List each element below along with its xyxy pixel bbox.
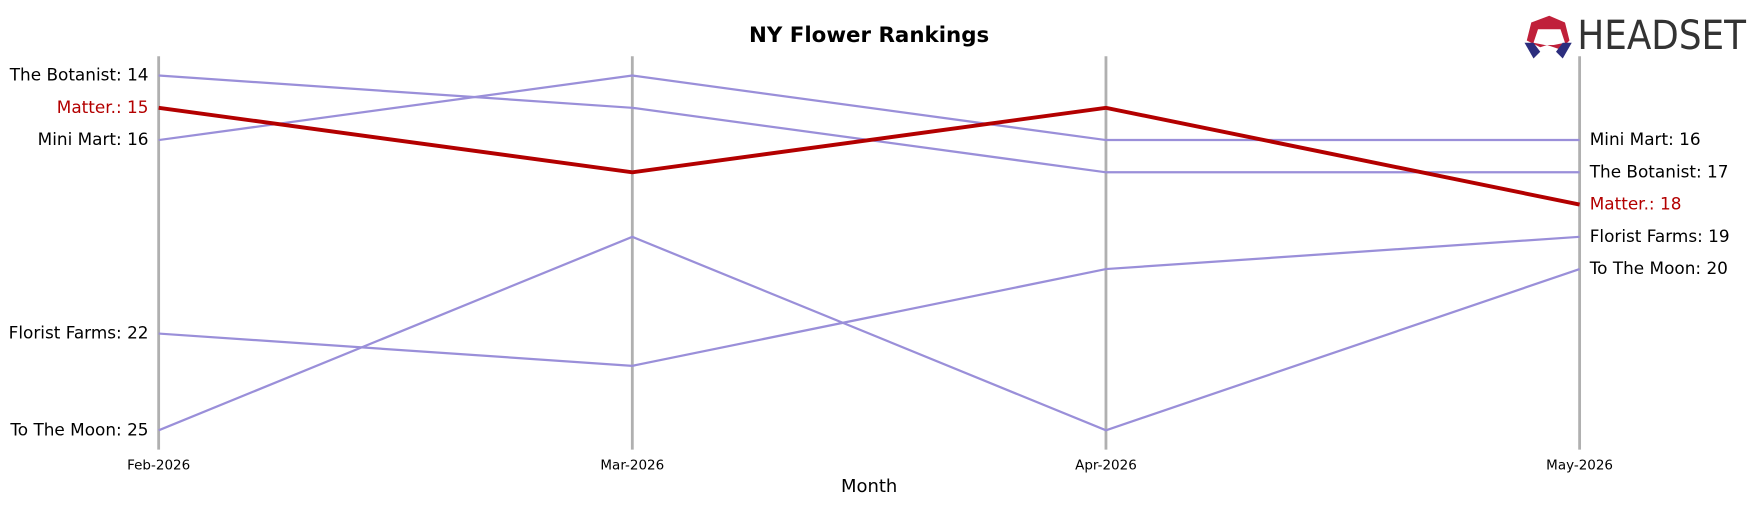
series-line: [158, 105, 1581, 207]
x-axis-label: Month: [841, 476, 897, 497]
x-tick-label: Apr-2026: [1075, 457, 1137, 473]
value-label: To The Moon: 25: [9, 419, 148, 439]
logo: HEADSET: [1524, 11, 1747, 59]
logo-text: HEADSET: [1577, 11, 1746, 59]
series-line: [158, 74, 1580, 174]
value-label: To The Moon: 20: [1589, 258, 1728, 278]
x-tick-label: Mar-2026: [600, 457, 664, 473]
series-line: [158, 235, 1580, 367]
value-label: Matter.: 15: [57, 97, 149, 117]
value-label: Florist Farms: 19: [1590, 226, 1730, 246]
value-label: The Botanist: 14: [9, 65, 149, 85]
chart-title: NY Flower Rankings: [749, 23, 989, 48]
value-label: Matter.: 18: [1590, 194, 1682, 214]
series-line: [158, 235, 1580, 432]
value-label: Mini Mart: 16: [38, 129, 149, 149]
x-tick-label: May-2026: [1546, 457, 1613, 473]
logo-mark: [1556, 42, 1572, 59]
logo-mark: [1524, 42, 1541, 59]
logo-hole: [1533, 29, 1565, 45]
series-line: [158, 74, 1580, 142]
value-label: Florist Farms: 22: [9, 323, 149, 343]
x-tick-label: Feb-2026: [127, 457, 190, 473]
value-label: The Botanist: 17: [1589, 161, 1729, 181]
value-label: Mini Mart: 16: [1590, 129, 1701, 149]
